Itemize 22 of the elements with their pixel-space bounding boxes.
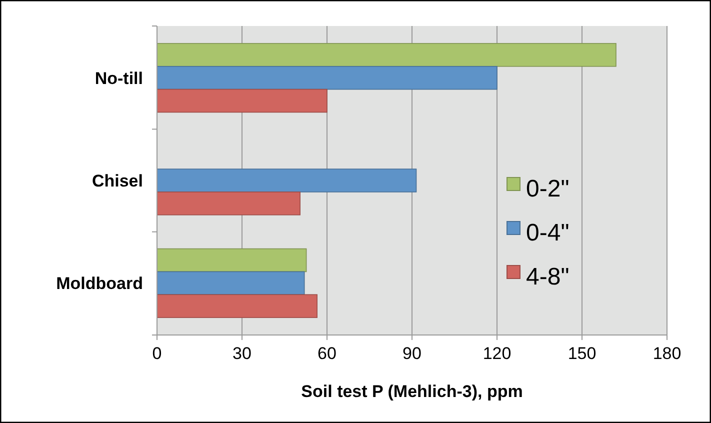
bar: [156, 192, 300, 216]
x-tick-label: 60: [318, 344, 336, 363]
bar: [156, 88, 328, 113]
bar: [156, 43, 616, 67]
bar: [156, 294, 318, 318]
x-tick-label: 90: [402, 344, 422, 363]
x-axis-title: Soil test P (Mehlich-3), ppm: [301, 382, 523, 401]
x-tick-label: 0: [152, 344, 162, 363]
bar: [156, 66, 498, 90]
legend-label: 4-8": [526, 264, 570, 290]
bar: [156, 168, 417, 192]
x-tick-label: 180: [652, 344, 682, 363]
legend-label: 0-4": [526, 220, 570, 246]
x-tick-label: 30: [232, 344, 252, 363]
bar: [156, 248, 307, 272]
y-tick-label: Moldboard: [56, 274, 143, 294]
bar: [156, 271, 305, 296]
x-tick-label: 150: [568, 344, 596, 363]
y-tick-label: No-till: [94, 68, 143, 88]
y-tick-label: Chisel: [92, 172, 143, 190]
x-tick-label: 120: [482, 344, 512, 363]
legend-label: 0-2": [526, 176, 570, 202]
